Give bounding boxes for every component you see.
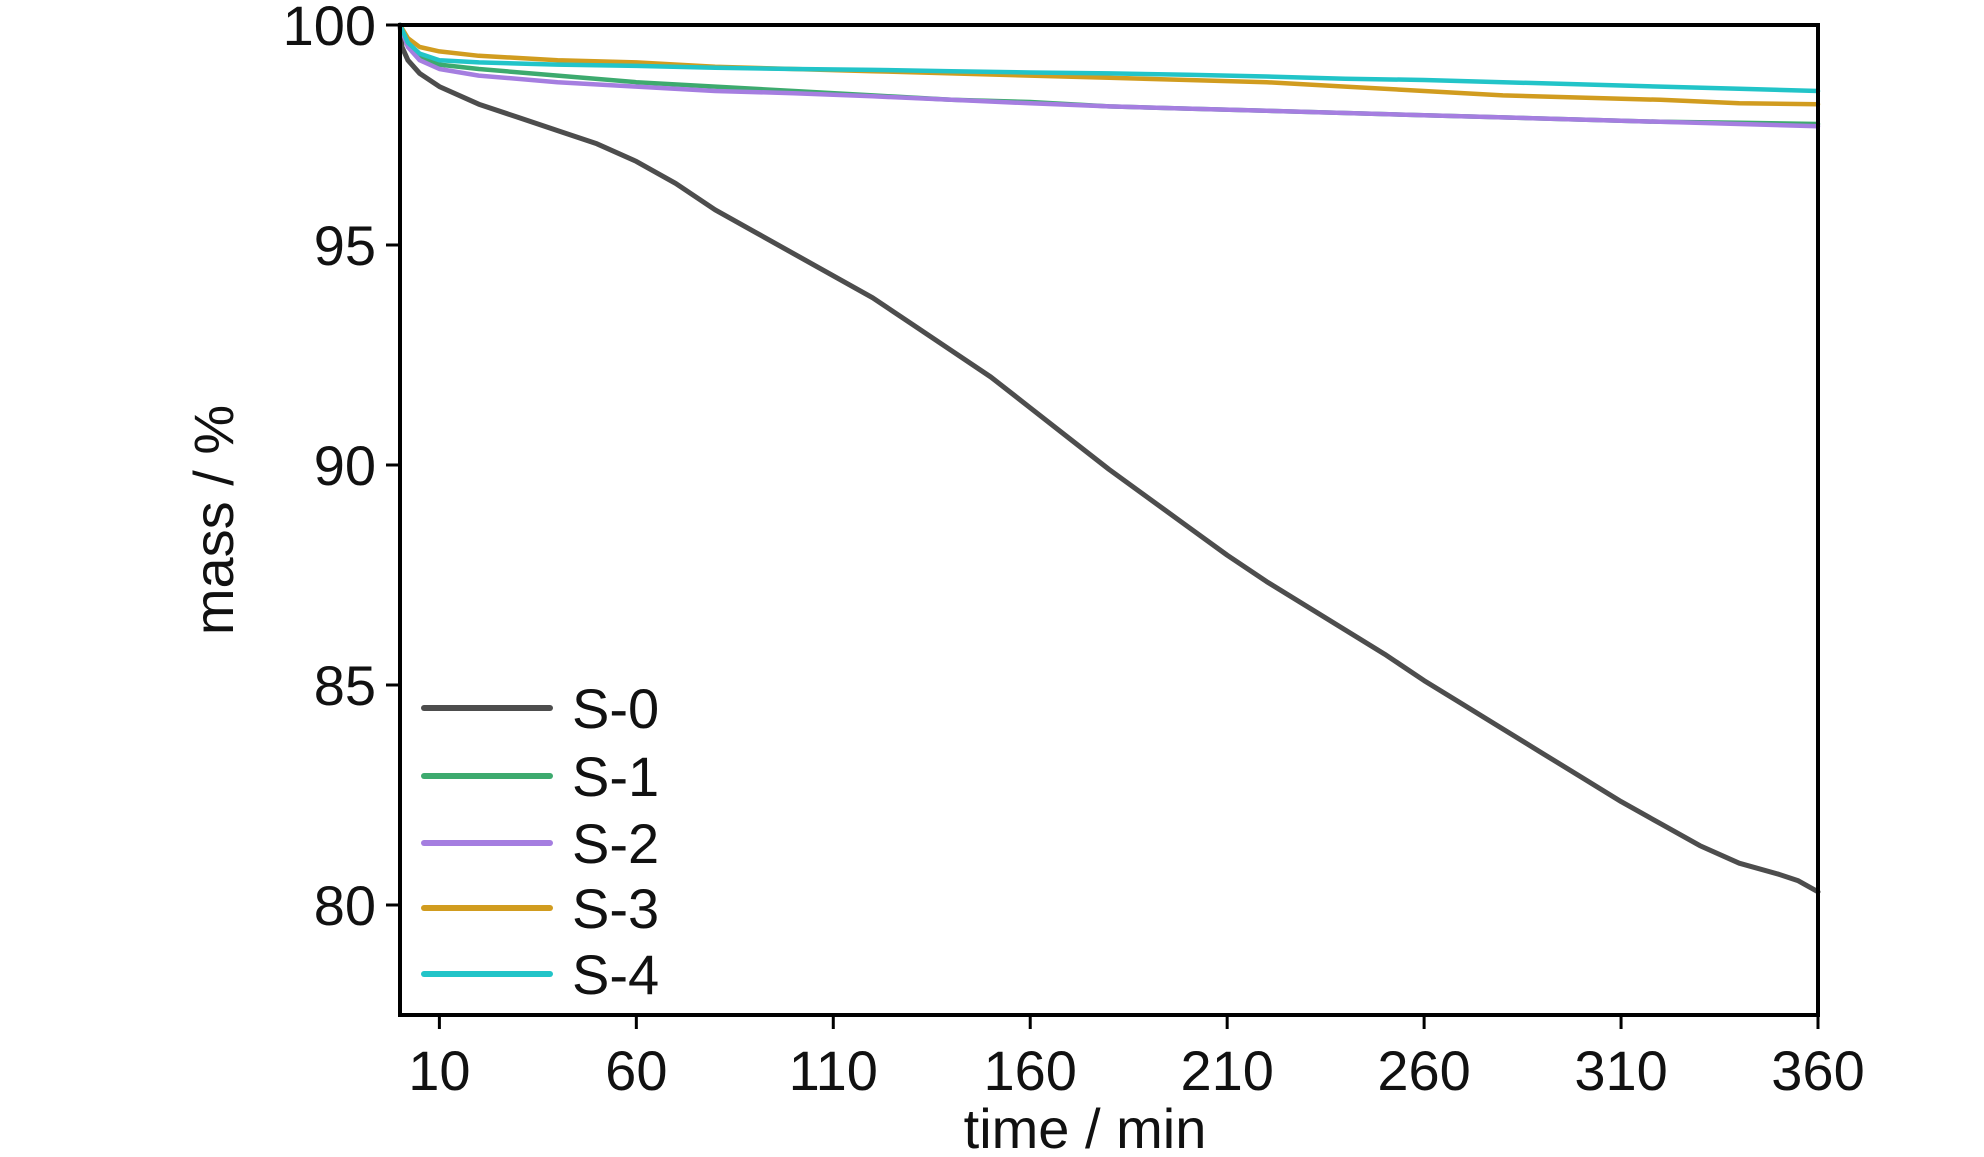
legend-label-s-4: S-4 [572,943,659,1006]
x-tick-label: 160 [984,1039,1077,1102]
x-tick-label: 10 [408,1039,470,1102]
y-tick-label: 100 [283,0,376,57]
legend: S-0S-1S-2S-3S-4 [421,677,659,1006]
plot-frame [398,23,1820,1017]
x-axis-label: time / min [964,1097,1207,1157]
y-tick-label: 90 [314,434,376,497]
legend-label-s-3: S-3 [572,877,659,940]
y-tick-label: 85 [314,654,376,717]
series-layer [397,22,1821,895]
plot-area [400,25,1818,1015]
x-tick-label: 260 [1377,1039,1470,1102]
series-line-s-3 [397,22,1821,107]
x-tick-label: 60 [605,1039,667,1102]
x-axis: 10 60 110 160 210 260 310 360 [408,1015,1865,1102]
y-tick-label: 80 [314,874,376,937]
legend-label-s-0: S-0 [572,677,659,740]
x-tick-label: 310 [1574,1039,1667,1102]
series-line-s-0 [397,22,1821,895]
series-line-s-4 [397,22,1821,94]
x-tick-label: 110 [789,1039,878,1102]
y-axis-label: mass / % [182,405,245,635]
series-line-s-2 [397,22,1821,129]
legend-label-s-1: S-1 [572,745,659,808]
x-tick-label: 210 [1180,1039,1273,1102]
legend-label-s-2: S-2 [572,812,659,875]
y-axis: 80 85 90 95 100 [283,0,400,937]
y-tick-label: 95 [314,214,376,277]
x-tick-label: 360 [1771,1039,1864,1102]
